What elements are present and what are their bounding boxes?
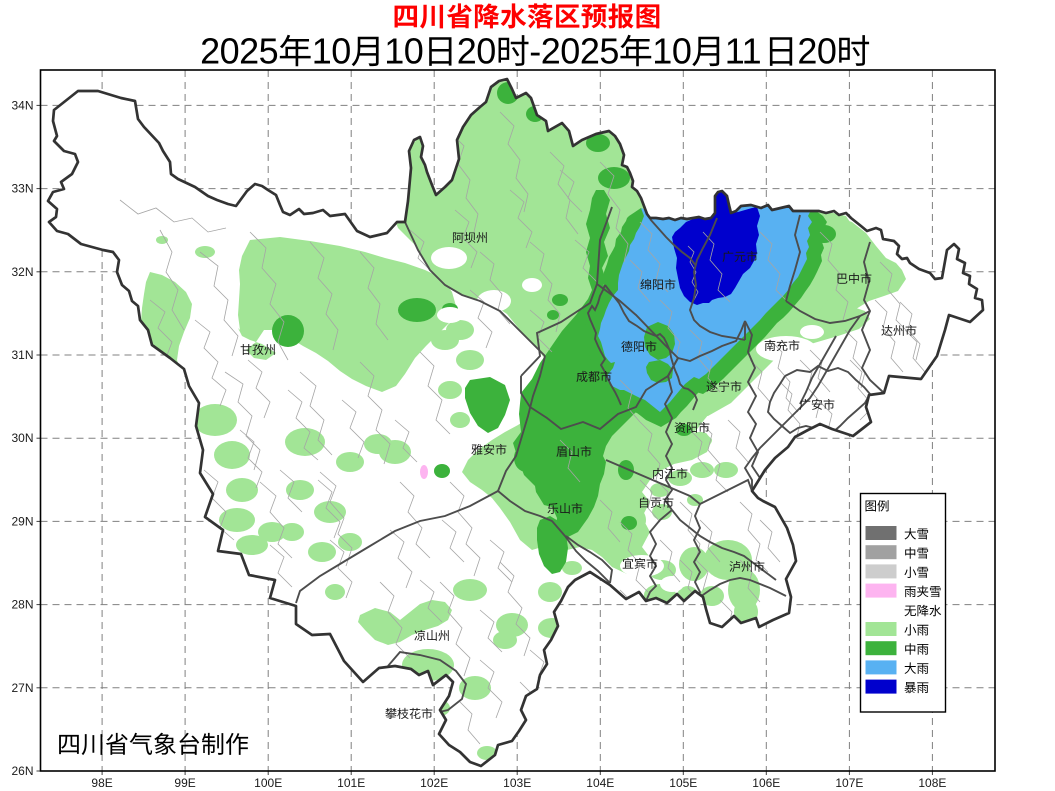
- svg-text:107E: 107E: [835, 776, 863, 790]
- svg-text:98E: 98E: [91, 776, 112, 790]
- svg-text:106E: 106E: [752, 776, 780, 790]
- svg-text:33N: 33N: [11, 182, 33, 196]
- svg-text:102E: 102E: [420, 776, 448, 790]
- svg-text:29N: 29N: [11, 514, 33, 528]
- svg-text:101E: 101E: [337, 776, 365, 790]
- svg-text:-2025: -2025: [529, 31, 619, 72]
- svg-text:34N: 34N: [11, 98, 33, 112]
- svg-text:32N: 32N: [11, 265, 33, 279]
- svg-text:11: 11: [725, 31, 761, 72]
- svg-text:10: 10: [312, 31, 351, 72]
- svg-text:105E: 105E: [669, 776, 697, 790]
- svg-text:20: 20: [797, 31, 836, 72]
- svg-text:31N: 31N: [11, 348, 33, 362]
- svg-text:104E: 104E: [586, 776, 614, 790]
- svg-text:30N: 30N: [11, 431, 33, 445]
- svg-text:99E: 99E: [174, 776, 195, 790]
- svg-text:100E: 100E: [254, 776, 282, 790]
- svg-text:10: 10: [652, 31, 691, 72]
- svg-text:26N: 26N: [11, 764, 33, 778]
- svg-text:103E: 103E: [503, 776, 531, 790]
- svg-text:108E: 108E: [918, 776, 946, 790]
- svg-text:10: 10: [384, 31, 423, 72]
- svg-text:20: 20: [457, 31, 496, 72]
- svg-text:27N: 27N: [11, 681, 33, 695]
- svg-text:28N: 28N: [11, 598, 33, 612]
- svg-text:2025: 2025: [200, 31, 278, 72]
